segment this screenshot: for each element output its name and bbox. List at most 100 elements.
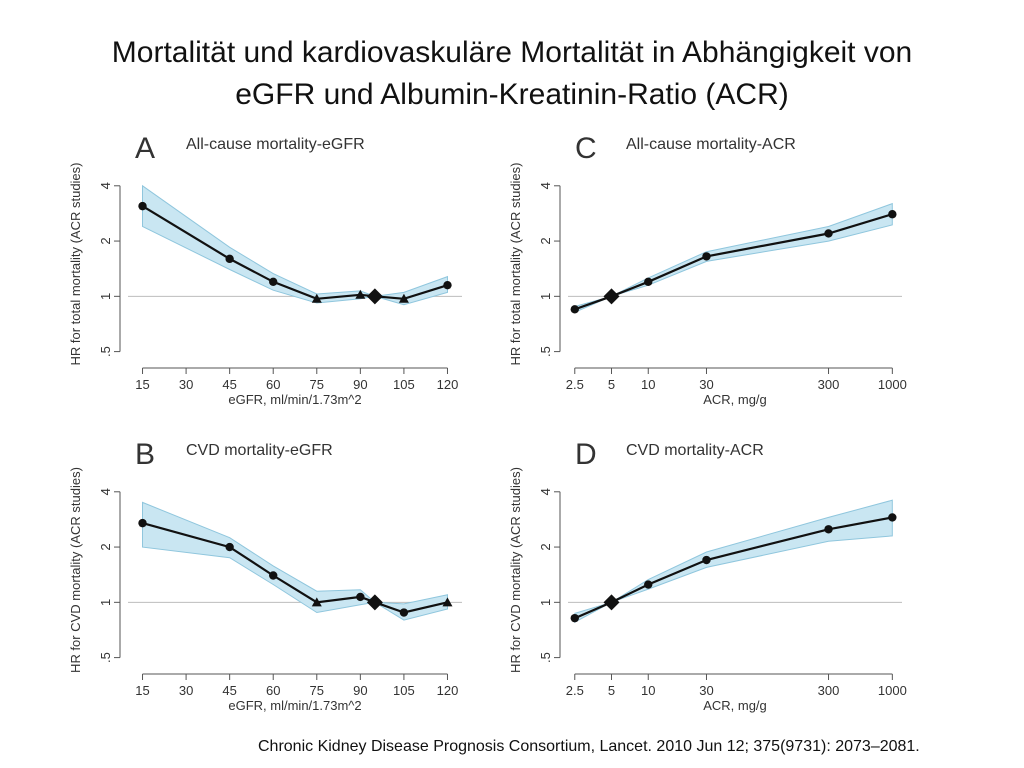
x-axis-label-a: eGFR, ml/min/1.73m^2: [228, 392, 361, 407]
data-point-b-0: [138, 518, 147, 528]
x-tick-label-a-6: 105: [393, 377, 415, 392]
data-point-a-7: [443, 280, 452, 290]
y-tick-label-a-0: .5: [98, 346, 113, 357]
panel-letter-b: B: [135, 438, 155, 471]
data-point-a-0: [138, 201, 147, 211]
series-line-b: [142, 522, 448, 614]
x-axis-label-c: ACR, mg/g: [703, 392, 767, 407]
data-point-b-1: [225, 542, 234, 552]
y-tick-label-a-1: 1: [98, 293, 113, 300]
x-tick-label-a-1: 30: [179, 377, 193, 392]
citation: Chronic Kidney Disease Prognosis Consort…: [258, 738, 920, 755]
x-tick-label-d-4: 300: [818, 683, 840, 698]
y-tick-label-c-3: 4: [538, 182, 553, 189]
x-tick-label-c-4: 300: [818, 377, 840, 392]
y-axis-label-c: HR for total mortality (ACR studies): [508, 163, 523, 366]
panel-letter-c: C: [575, 132, 597, 165]
x-tick-label-c-1: 5: [608, 377, 615, 392]
data-point-c-5: [888, 210, 897, 219]
x-tick-label-c-5: 1000: [878, 377, 907, 392]
x-tick-label-b-5: 90: [353, 683, 367, 698]
chart-panel-b: B CVD mortality-eGFR .5 1 2 4 HR for CVD morta…: [60, 422, 468, 718]
x-tick-label-a-2: 45: [222, 377, 236, 392]
y-tick-label-c-2: 2: [538, 237, 553, 244]
x-axis-label-b: eGFR, ml/min/1.73m^2: [228, 698, 361, 713]
series-line-c: [574, 213, 893, 311]
x-tick-label-b-1: 30: [179, 683, 193, 698]
panel-title-c: All-cause mortality-ACR: [626, 136, 796, 153]
y-axis-label-b: HR for CVD mortality (ACR studies): [68, 467, 83, 673]
x-tick-label-a-4: 75: [310, 377, 324, 392]
data-point-b-5: [366, 594, 383, 611]
y-tick-label-b-2: 2: [98, 543, 113, 550]
data-point-a-2: [269, 277, 278, 286]
x-tick-label-b-6: 105: [393, 683, 415, 698]
y-tick-label-d-1: 1: [538, 599, 553, 606]
x-tick-label-b-7: 120: [437, 683, 459, 698]
y-tick-label-d-3: 4: [538, 488, 553, 495]
confidence-band-a: [142, 184, 448, 306]
x-tick-label-d-0: 2.5: [566, 683, 584, 698]
x-tick-label-d-2: 10: [641, 683, 655, 698]
slide-title-line-2: eGFR und Albumin-Kreatinin-Ratio (ACR): [235, 78, 789, 111]
data-point-c-4: [824, 229, 833, 238]
confidence-band-d: [574, 499, 893, 623]
data-point-d-0: [570, 613, 579, 623]
y-axis-label-a: HR for total mortality (ACR studies): [68, 163, 83, 366]
y-axis-label-d: HR for CVD mortality (ACR studies): [508, 467, 523, 673]
y-tick-label-d-2: 2: [538, 543, 553, 550]
y-tick-label-d-0: .5: [538, 652, 553, 663]
x-tick-label-c-2: 10: [641, 377, 655, 392]
x-tick-label-d-5: 1000: [878, 683, 907, 698]
x-tick-label-b-3: 60: [266, 683, 280, 698]
chart-panel-c: C All-cause mortality-ACR .5 1 2 4 HR for tota…: [500, 116, 908, 412]
data-point-d-2: [644, 580, 653, 589]
x-tick-label-c-3: 30: [699, 377, 713, 392]
data-point-a-1: [225, 254, 234, 264]
data-point-d-3: [702, 555, 711, 565]
panel-title-d: CVD mortality-ACR: [626, 442, 764, 459]
data-point-a-3: [311, 293, 322, 303]
y-tick-label-a-3: 4: [98, 182, 113, 189]
data-point-b-2: [269, 571, 278, 580]
data-point-d-1: [603, 594, 620, 611]
panel-letter-a: A: [135, 132, 155, 165]
x-tick-label-b-0: 15: [135, 683, 149, 698]
data-point-a-5: [366, 288, 383, 305]
x-tick-label-a-5: 90: [353, 377, 367, 392]
y-tick-label-a-2: 2: [98, 237, 113, 244]
slide-title: Mortalität und kardiovaskuläre Mortalitä…: [0, 32, 1024, 116]
data-point-b-7: [442, 597, 453, 607]
data-point-a-6: [398, 293, 409, 303]
data-point-d-5: [888, 513, 897, 522]
data-point-c-3: [702, 252, 711, 261]
x-tick-label-a-3: 60: [266, 377, 280, 392]
chart-panel-a: A All-cause mortality-eGFR .5 1 2 4 HR for tot…: [60, 116, 468, 412]
chart-panel-d: D CVD mortality-ACR .5 1 2 4 HR for CVD mortal…: [500, 422, 908, 718]
x-tick-label-b-2: 45: [222, 683, 236, 698]
y-tick-label-b-0: .5: [98, 652, 113, 663]
x-axis-label-d: ACR, mg/g: [703, 698, 767, 713]
x-tick-label-b-4: 75: [310, 683, 324, 698]
panel-title-b: CVD mortality-eGFR: [186, 442, 333, 459]
y-tick-label-c-1: 1: [538, 293, 553, 300]
data-point-b-4: [356, 592, 365, 602]
data-point-b-6: [399, 608, 409, 617]
x-tick-label-c-0: 2.5: [566, 377, 584, 392]
data-point-c-1: [603, 288, 620, 305]
x-tick-label-d-1: 5: [608, 683, 615, 698]
series-line-d: [574, 516, 893, 620]
data-point-d-4: [824, 525, 833, 534]
slide-title-line-1: Mortalität und kardiovaskuläre Mortalitä…: [111, 36, 913, 69]
x-tick-label-d-3: 30: [699, 683, 713, 698]
y-tick-label-b-1: 1: [98, 599, 113, 606]
data-point-b-3: [311, 597, 322, 607]
x-tick-label-a-7: 120: [437, 377, 459, 392]
data-point-c-0: [570, 305, 579, 314]
series-line-a: [141, 205, 448, 300]
data-point-c-2: [644, 277, 653, 286]
x-tick-label-a-0: 15: [135, 377, 149, 392]
y-tick-label-b-3: 4: [98, 488, 113, 495]
y-tick-label-c-0: .5: [538, 346, 553, 357]
